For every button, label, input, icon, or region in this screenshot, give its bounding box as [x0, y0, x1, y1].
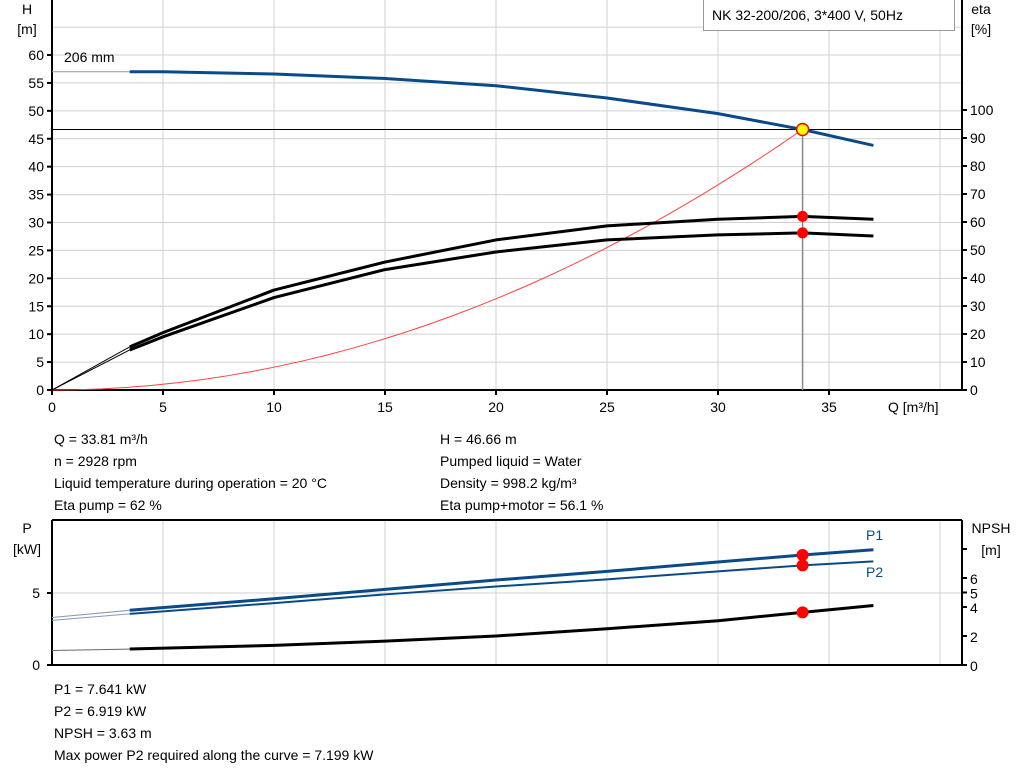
info-liquid: Pumped liquid = Water [440, 453, 582, 469]
y-tick-label: 35 [28, 187, 44, 203]
x-tick-label: 15 [377, 399, 393, 415]
info-temperature: Liquid temperature during operation = 20… [54, 475, 327, 491]
info-eta-pump-motor: Eta pump+motor = 56.1 % [440, 497, 604, 513]
x-tick-label: 10 [266, 399, 282, 415]
info-density: Density = 998.2 kg/m³ [440, 475, 577, 491]
y2-tick-label: 60 [970, 214, 986, 230]
y-tick-label: 20 [28, 270, 44, 286]
y-tick-label: 25 [28, 242, 44, 258]
p1-duty-point [796, 548, 809, 561]
y2-tick-label: 0 [970, 382, 978, 398]
y2-axis-label: NPSH [972, 520, 1011, 536]
y2-tick-label: 0 [970, 658, 978, 674]
info-p1: P1 = 7.641 kW [54, 681, 147, 697]
y2-tick-label: 4 [970, 600, 978, 616]
P2-extrapolated-line [51, 613, 130, 621]
x-tick-label: 0 [48, 399, 56, 415]
info-head: H = 46.66 m [440, 431, 517, 447]
info-top-left: Q = 33.81 m³/h n = 2928 rpm Liquid tempe… [54, 428, 327, 516]
y2-tick-label: 100 [970, 102, 994, 118]
y2-tick-label: 10 [970, 354, 986, 370]
y2-tick-label: 2 [970, 629, 978, 645]
y-tick-label: 10 [28, 326, 44, 342]
info-max-power: Max power P2 required along the curve = … [54, 747, 374, 763]
y-axis-label: P [22, 520, 31, 536]
y2-tick-label: 5 [970, 586, 978, 602]
y-axis-unit: [kW] [13, 541, 41, 557]
info-p2: P2 = 6.919 kW [54, 703, 147, 719]
y2-tick-label: 30 [970, 298, 986, 314]
system-curve-line [51, 129, 803, 391]
y-tick-label: 30 [28, 215, 44, 231]
x-axis-label: Q [m³/h] [888, 399, 939, 415]
y2-tick-label: 90 [970, 130, 986, 146]
P2-line [129, 560, 874, 615]
x-tick-label: 35 [821, 399, 837, 415]
eta-pump-duty-point [797, 210, 809, 222]
y-tick-label: 55 [28, 75, 44, 91]
x-tick-label: 5 [159, 399, 167, 415]
P1-extrapolated-line [51, 609, 130, 618]
eta-pump-motor-duty-point [797, 227, 809, 239]
y-tick-label: 5 [32, 585, 40, 601]
y-axis-label: H [22, 1, 32, 17]
npsh-duty-point [796, 606, 809, 619]
info-flow: Q = 33.81 m³/h [54, 431, 148, 447]
y2-tick-label: 70 [970, 186, 986, 202]
y-tick-label: 50 [28, 103, 44, 119]
eta-pump-motor-extrapolated-line [51, 349, 130, 391]
y-axis-unit: [m] [17, 21, 36, 37]
curve-annotation: 206 mm [64, 49, 115, 65]
y-tick-label: 0 [36, 382, 44, 398]
y-tick-label: 15 [28, 298, 44, 314]
y2-tick-label: 6 [970, 571, 978, 587]
chart-title: NK 32-200/206, 3*400 V, 50Hz [703, 0, 955, 31]
eta-pump-line [129, 214, 874, 349]
info-speed: n = 2928 rpm [54, 453, 137, 469]
y-tick-label: 60 [28, 47, 44, 63]
head-line [129, 70, 874, 147]
y-tick-label: 0 [32, 657, 40, 673]
info-bottom: P1 = 7.641 kW P2 = 6.919 kW NPSH = 3.63 … [54, 678, 373, 766]
y2-tick-label: 80 [970, 158, 986, 174]
p2-label: P2 [866, 564, 883, 580]
P1-line [129, 548, 874, 612]
y2-axis-unit: [m] [981, 542, 1000, 558]
p1-label: P1 [866, 527, 883, 543]
info-npsh: NPSH = 3.63 m [54, 725, 152, 741]
eta-pump-motor-line [129, 231, 874, 352]
x-tick-label: 25 [599, 399, 615, 415]
y2-tick-label: 50 [970, 242, 986, 258]
y-tick-label: 5 [36, 354, 44, 370]
NPSH-extrapolated-line [51, 648, 130, 651]
info-eta-pump: Eta pump = 62 % [54, 497, 162, 513]
duty-point [795, 122, 810, 137]
x-tick-label: 30 [710, 399, 726, 415]
info-top-right: H = 46.66 m Pumped liquid = Water Densit… [440, 428, 603, 516]
y2-axis-unit: [%] [971, 21, 991, 37]
p2-duty-point [796, 559, 809, 572]
y2-tick-label: 40 [970, 270, 986, 286]
y2-axis-label: eta [971, 1, 991, 17]
y-tick-label: 40 [28, 159, 44, 175]
y-tick-label: 45 [28, 131, 44, 147]
x-tick-label: 20 [488, 399, 504, 415]
y2-tick-label: 20 [970, 326, 986, 342]
NPSH-line [129, 604, 874, 651]
